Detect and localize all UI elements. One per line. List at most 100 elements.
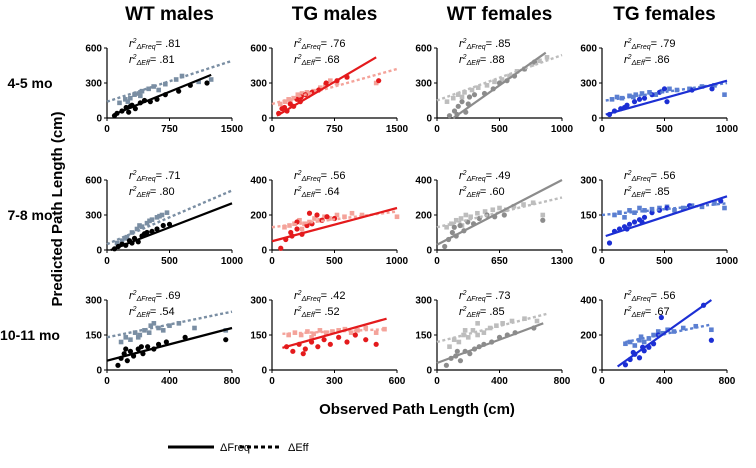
eff-point [305, 93, 311, 99]
eff-point [462, 328, 468, 333]
eff-point [318, 85, 323, 90]
freq-point [631, 219, 638, 225]
eff-point [373, 330, 379, 335]
x-tick-label: 800 [719, 376, 736, 387]
x-tick-label: 0 [599, 376, 605, 387]
eff-point [619, 95, 625, 101]
eff-point [146, 330, 152, 335]
eff-point [699, 84, 705, 89]
y-tick-label: 300 [580, 176, 597, 187]
y-tick-label: 200 [580, 331, 597, 342]
eff-fit-line [436, 53, 563, 102]
freq-point [708, 337, 714, 343]
y-tick-label: 0 [96, 114, 102, 125]
freq-point [141, 231, 148, 237]
eff-point [672, 208, 677, 213]
eff-point [135, 335, 141, 340]
column-title: WT males [125, 4, 214, 25]
x-tick-label: 650 [491, 256, 508, 267]
r2-freq-annotation: r2ΔFreq= .85 [459, 38, 510, 51]
legend-dotted-label: ΔEff [288, 442, 310, 454]
freq-point [327, 341, 333, 347]
eff-fit-line [106, 189, 233, 246]
eff-point [509, 318, 515, 324]
x-tick-label: 0 [599, 124, 605, 135]
eff-point [134, 226, 140, 232]
y-tick-label: 0 [96, 366, 102, 377]
r2-freq-annotation: r2ΔFreq= .73 [459, 290, 510, 303]
eff-point [299, 226, 305, 232]
freq-fit-line [110, 202, 233, 252]
freq-fit-line [271, 206, 398, 243]
y-tick-label: 600 [85, 176, 102, 187]
eff-point [499, 77, 505, 82]
freq-point [124, 358, 130, 364]
eff-fit-line [436, 312, 547, 344]
eff-point [468, 214, 473, 220]
eff-point [637, 205, 642, 211]
eff-point [138, 93, 143, 99]
y-tick-label: 600 [415, 44, 432, 55]
eff-point [298, 332, 304, 338]
freq-point [446, 113, 453, 119]
eff-point [500, 321, 505, 326]
r2-freq-annotation: r2ΔFreq= .42 [294, 290, 345, 303]
eff-point [470, 328, 476, 333]
eff-point [659, 88, 665, 94]
x-tick-label: 0 [104, 376, 110, 387]
freq-point [281, 104, 288, 111]
y-tick-label: 0 [261, 114, 267, 125]
eff-point [119, 238, 125, 243]
eff-point [459, 94, 465, 100]
eff-point [278, 101, 283, 107]
eff-point [117, 100, 122, 106]
eff-point [641, 339, 647, 345]
freq-point [145, 344, 151, 350]
freq-point [294, 226, 300, 232]
freq-point [457, 358, 464, 364]
x-tick-label: 500 [491, 124, 508, 135]
r2-freq-annotation: r2ΔFreq= .76 [294, 38, 345, 51]
eff-point [128, 337, 133, 342]
freq-point [306, 210, 313, 216]
y-tick-label: 0 [426, 366, 432, 377]
eff-point [632, 343, 638, 348]
x-tick-label: 500 [326, 256, 343, 267]
y-tick-label: 0 [591, 114, 597, 125]
freq-point [278, 245, 284, 251]
eff-point [465, 335, 471, 340]
eff-point [484, 83, 490, 88]
eff-point [712, 201, 717, 206]
freq-fit-line [605, 195, 728, 238]
eff-point [712, 83, 717, 88]
freq-point [123, 346, 129, 352]
freq-point [204, 80, 210, 86]
y-tick-label: 300 [250, 296, 267, 307]
eff-point [114, 240, 120, 246]
x-axis-label: Observed Path Length (cm) [319, 401, 515, 418]
eff-point [136, 91, 141, 96]
freq-point [454, 348, 460, 354]
eff-point [160, 328, 166, 333]
freq-point [314, 212, 320, 218]
freq-fit-line [106, 326, 233, 362]
freq-point [315, 344, 321, 350]
eff-point [490, 207, 496, 213]
r2-eff-annotation: r2ΔEff= .67 [624, 306, 670, 319]
freq-point [176, 88, 182, 94]
eff-point [530, 200, 536, 206]
r2-eff-annotation: r2ΔEff= .68 [294, 54, 340, 67]
freq-point [626, 221, 633, 227]
eff-point [627, 339, 633, 345]
eff-point [196, 79, 201, 85]
eff-point [118, 339, 124, 345]
x-tick-label: 0 [104, 256, 110, 267]
eff-point [286, 332, 291, 338]
eff-point [623, 341, 628, 347]
eff-point [295, 92, 301, 97]
r2-freq-annotation: r2ΔFreq= .71 [129, 170, 180, 183]
x-tick-label: 500 [656, 256, 673, 267]
y-tick-label: 0 [261, 246, 267, 257]
freq-point [160, 222, 166, 229]
y-tick-label: 150 [250, 331, 267, 342]
